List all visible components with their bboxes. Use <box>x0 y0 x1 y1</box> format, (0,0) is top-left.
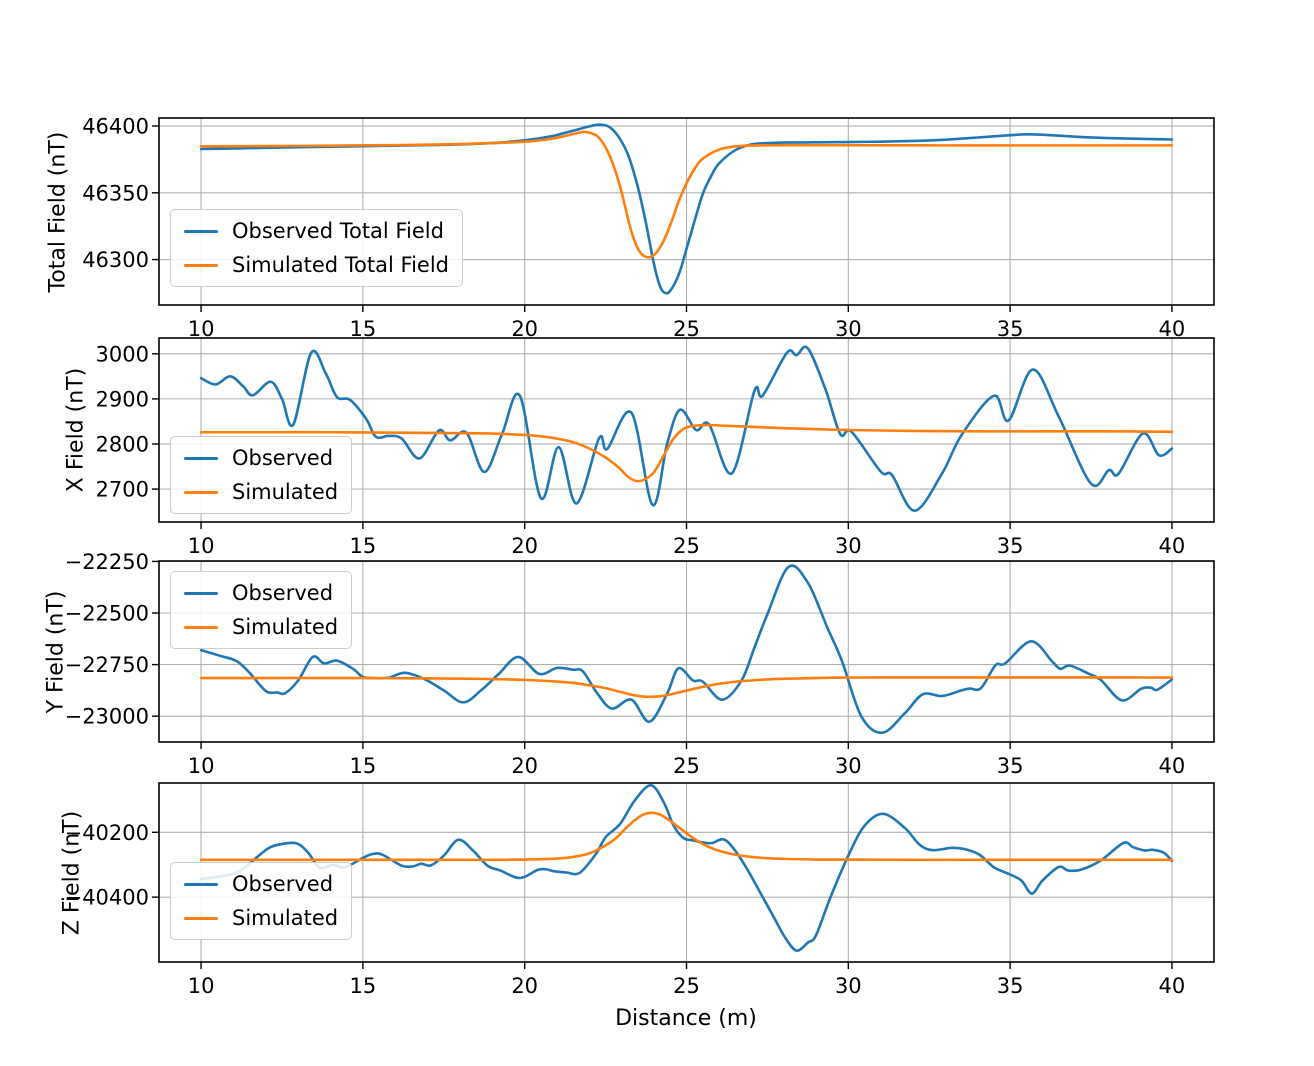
legend-entry-simulated: Simulated <box>184 610 338 644</box>
x-tick-label: 25 <box>673 754 700 778</box>
y-tick-label: −40200 <box>65 821 149 845</box>
y-tick-label: 46350 <box>82 181 149 205</box>
y-tick-label: 46400 <box>82 115 149 139</box>
legend-label-observed: Observed <box>232 446 334 470</box>
legend-label-simulated: Simulated Total Field <box>232 253 449 277</box>
series-group <box>199 123 1174 295</box>
y-tick-label: −22500 <box>65 602 149 626</box>
legend-line-simulated-icon <box>184 625 218 629</box>
y-tick-label: 46300 <box>82 248 149 272</box>
x-tick-label: 30 <box>835 754 862 778</box>
x-tick-label: 15 <box>350 317 377 341</box>
y-axis-label-total-field: Total Field (nT) <box>45 131 71 292</box>
simulated-line <box>199 423 1174 483</box>
legend-line-simulated-icon <box>184 490 218 494</box>
y-tick-label: 2800 <box>96 432 149 456</box>
series-group <box>199 783 1174 952</box>
grid <box>159 118 1214 305</box>
x-tick-label: 40 <box>1159 534 1186 558</box>
x-tick-label: 10 <box>188 754 215 778</box>
y-axis-label-y-field: Y Field (nT) <box>43 590 69 713</box>
legend-line-simulated-icon <box>184 263 218 267</box>
y-tick-label: 2900 <box>96 387 149 411</box>
observed-line <box>199 783 1174 952</box>
y-tick-label: 3000 <box>96 342 149 366</box>
x-tick-label: 10 <box>188 317 215 341</box>
legend-line-observed-icon <box>184 229 218 233</box>
legend-entry-simulated: Simulated Total Field <box>184 248 449 282</box>
x-tick-label: 40 <box>1159 974 1186 998</box>
x-tick-label: 40 <box>1159 317 1186 341</box>
x-tick-label: 15 <box>350 754 377 778</box>
legend-line-observed-icon <box>184 882 218 886</box>
legend-label-observed: Observed <box>232 872 334 896</box>
x-tick-label: 40 <box>1159 754 1186 778</box>
legend-label-simulated: Simulated <box>232 480 339 504</box>
series-group <box>199 564 1174 735</box>
legend-entry-observed: Observed Total Field <box>184 214 449 248</box>
y-axis-label-x-field: X Field (nT) <box>63 367 89 493</box>
legend-x-field: Observed Simulated <box>170 436 353 514</box>
x-tick-label: 20 <box>511 974 538 998</box>
simulated-line <box>199 130 1174 259</box>
y-tick-label: −40400 <box>65 886 149 910</box>
legend-line-simulated-icon <box>184 916 218 920</box>
x-tick-label: 20 <box>511 534 538 558</box>
x-tick-label: 30 <box>835 534 862 558</box>
legend-entry-observed: Observed <box>184 441 338 475</box>
x-tick-label: 10 <box>188 534 215 558</box>
x-tick-label: 20 <box>511 754 538 778</box>
y-axis-label-z-field: Z Field (nT) <box>59 810 85 935</box>
y-tick-label: −22250 <box>65 550 149 574</box>
legend-total-field: Observed Total Field Simulated Total Fie… <box>170 209 463 287</box>
x-tick-label: 25 <box>673 317 700 341</box>
legend-label-observed: Observed <box>232 581 334 605</box>
x-tick-label: 30 <box>835 317 862 341</box>
legend-entry-simulated: Simulated <box>184 901 338 935</box>
legend-label-simulated: Simulated <box>232 906 339 930</box>
simulated-line <box>199 811 1174 862</box>
x-tick-label: 35 <box>997 317 1024 341</box>
legend-entry-simulated: Simulated <box>184 475 338 509</box>
legend-label-observed: Observed Total Field <box>232 219 444 243</box>
legend-y-field: Observed Simulated <box>170 571 353 649</box>
observed-line <box>199 564 1174 735</box>
x-tick-label: 10 <box>188 974 215 998</box>
simulated-line <box>199 676 1174 699</box>
y-tick-label: −23000 <box>65 705 149 729</box>
legend-entry-observed: Observed <box>184 867 338 901</box>
legend-line-observed-icon <box>184 456 218 460</box>
x-tick-label: 15 <box>350 974 377 998</box>
x-tick-label: 35 <box>997 754 1024 778</box>
y-tick-label: 2700 <box>96 478 149 502</box>
x-tick-label: 35 <box>997 534 1024 558</box>
series-group <box>199 345 1174 513</box>
observed-line <box>199 345 1174 513</box>
x-tick-label: 20 <box>511 317 538 341</box>
x-tick-label: 25 <box>673 534 700 558</box>
legend-line-observed-icon <box>184 591 218 595</box>
x-tick-label: 15 <box>350 534 377 558</box>
legend-label-simulated: Simulated <box>232 615 339 639</box>
x-tick-label: 30 <box>835 974 862 998</box>
legend-entry-observed: Observed <box>184 576 338 610</box>
x-tick-label: 25 <box>673 974 700 998</box>
x-tick-label: 35 <box>997 974 1024 998</box>
x-axis-label: Distance (m) <box>615 1006 757 1031</box>
y-tick-label: −22750 <box>65 653 149 677</box>
legend-z-field: Observed Simulated <box>170 862 353 940</box>
